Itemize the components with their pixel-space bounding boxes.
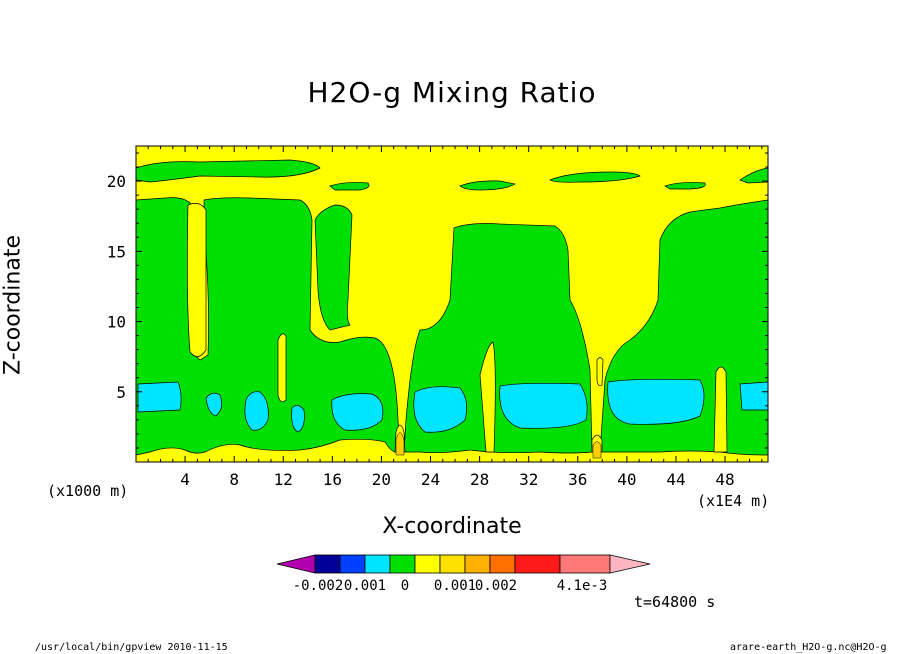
region-green-7 [549, 171, 641, 183]
colorbar-segment [559, 554, 611, 574]
region-cyan-5 [413, 386, 467, 433]
x-tick-label: 32 [519, 470, 538, 489]
region-green-9 [739, 167, 768, 184]
x-tick-label: 24 [421, 470, 440, 489]
region-yellow-hole-4 [713, 366, 728, 453]
region-orange-1 [592, 441, 602, 459]
contour-regions [136, 146, 768, 462]
footer-left: /usr/local/bin/gpview 2010-11-15 [35, 642, 228, 653]
x-tick-label: 48 [715, 470, 734, 489]
y-ticks: 5 10 15 20 [107, 152, 768, 449]
region-green-4 [136, 159, 321, 183]
region-cyan-8 [739, 381, 768, 411]
colorbar-arrow-right [609, 554, 651, 574]
colorbar-segment [464, 554, 491, 574]
chart-title: H2O-g Mixing Ratio [307, 76, 597, 109]
x-unit-right: (x1E4 m) [697, 492, 770, 510]
x-tick-label: 12 [274, 470, 293, 489]
colorbar-segment [364, 554, 391, 574]
x-axis-label: X-coordinate [382, 514, 522, 539]
x-tick-label: 4 [180, 470, 190, 489]
colorbar-segment [489, 554, 516, 574]
region-yellow-hole-3 [596, 357, 604, 387]
colorbar-segment [514, 554, 561, 574]
colorbar-label: 4.1e-3 [557, 578, 608, 594]
y-tick-label: 10 [107, 313, 126, 332]
plot-frame [135, 145, 769, 463]
region-green-0 [136, 197, 401, 456]
region-green-5 [329, 182, 370, 191]
region-cyan-3 [291, 405, 305, 433]
colorbar-label: 0.002 [475, 578, 517, 594]
x-tick-label: 44 [666, 470, 685, 489]
region-yellow-hole-2 [479, 341, 496, 453]
colorbar-segment [389, 554, 416, 574]
y-tick-label: 5 [116, 383, 126, 402]
time-stamp: t=64800 s [634, 593, 716, 611]
region-cyan-1 [205, 392, 223, 417]
y-tick-label: 15 [107, 242, 126, 261]
x-tick-label: 36 [568, 470, 587, 489]
colorbar-label: -0.002 [293, 578, 344, 594]
colorbar-label: 0.001 [344, 578, 386, 594]
region-cyan-7 [607, 378, 705, 425]
colorbar-segment [439, 554, 466, 574]
region-cyan-0 [137, 381, 182, 413]
region-cyan-4 [331, 393, 384, 431]
y-axis-label: Z-coordinate [0, 235, 26, 375]
colorbar-label: 0.001 [434, 578, 476, 594]
x-tick-label: 20 [372, 470, 391, 489]
region-cyan-2 [244, 391, 269, 431]
region-cyan-6 [499, 382, 588, 429]
colorbar-segment [314, 554, 341, 574]
footer-right: arare-earth_H2O-g.nc@H2O-g [730, 642, 887, 653]
colorbar-arrow-left [276, 554, 316, 574]
colorbar-segment [414, 554, 441, 574]
x-tick-label: 8 [229, 470, 239, 489]
colorbar-label: 0 [401, 578, 409, 594]
region-orange-0 [395, 432, 405, 456]
y-tick-label: 20 [107, 172, 126, 191]
region-green-1 [314, 204, 353, 331]
region-green-8 [664, 182, 706, 190]
x-tick-label: 28 [470, 470, 489, 489]
region-yellow-hole-0 [186, 203, 207, 357]
x-tick-label: 40 [617, 470, 636, 489]
colorbar-segment [339, 554, 366, 574]
x-ticks: 4 8 12 16 20 24 28 32 36 40 44 48 [147, 146, 763, 489]
x-unit-left: (x1000 m) [47, 482, 129, 500]
x-tick-label: 16 [323, 470, 342, 489]
region-yellow-hole-1 [277, 333, 287, 402]
region-green-6 [459, 180, 516, 191]
